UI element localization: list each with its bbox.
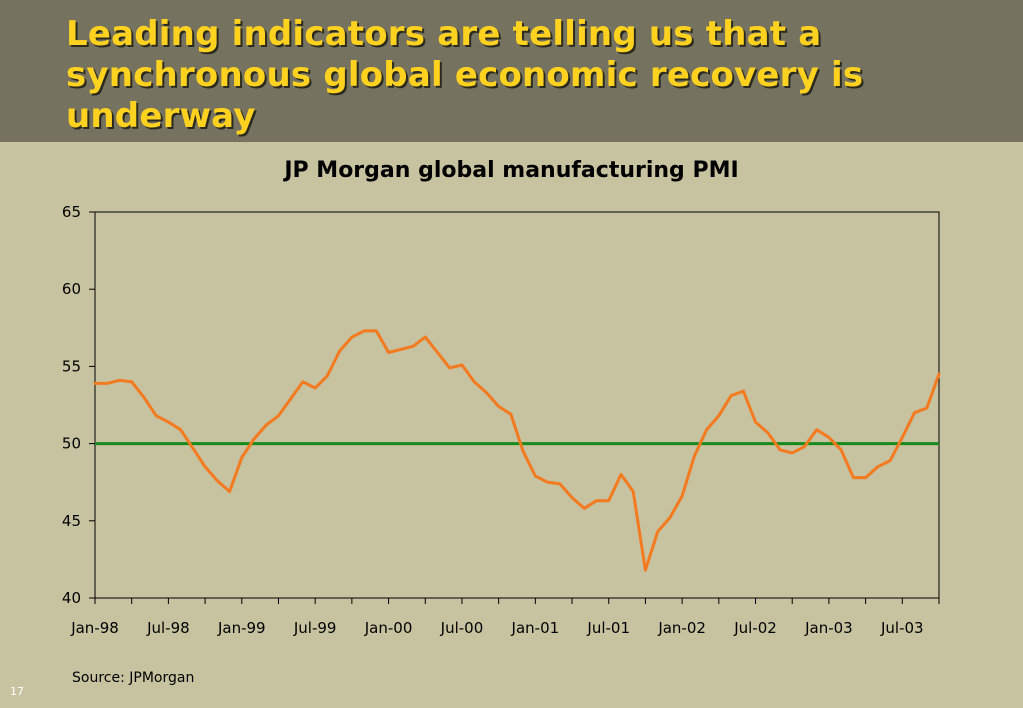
x-tick-label: Jan-00 [364, 619, 413, 637]
y-tick-label: 45 [62, 512, 81, 530]
chart-title: JP Morgan global manufacturing PMI [284, 158, 739, 183]
source-note: Source: JPMorgan [72, 670, 195, 686]
x-tick-label: Jul-02 [733, 619, 777, 637]
page-number: 17 [10, 685, 24, 698]
x-tick-label: Jul-98 [146, 619, 190, 637]
y-tick-label: 55 [62, 357, 81, 375]
x-tick-label: Jan-98 [70, 619, 119, 637]
x-tick-label: Jul-00 [440, 619, 484, 637]
y-tick-label: 40 [62, 589, 81, 607]
x-tick-label: Jul-03 [880, 619, 924, 637]
y-tick-label: 60 [62, 280, 81, 298]
y-tick-label: 50 [62, 435, 81, 453]
x-tick-label: Jul-01 [586, 619, 630, 637]
y-tick-label: 65 [62, 203, 81, 221]
slide-title: Leading indicators are telling us that a… [66, 14, 864, 136]
x-tick-label: Jan-03 [804, 619, 853, 637]
x-tick-label: Jan-99 [217, 619, 266, 637]
x-tick-label: Jul-99 [293, 619, 337, 637]
x-tick-label: Jan-02 [657, 619, 706, 637]
x-tick-label: Jan-01 [511, 619, 560, 637]
pmi-series-line [93, 329, 941, 572]
title-band: Leading indicators are telling us that a… [0, 0, 1023, 142]
plot-area-frame [94, 211, 940, 599]
